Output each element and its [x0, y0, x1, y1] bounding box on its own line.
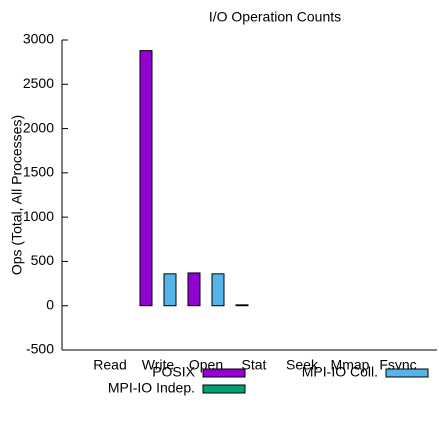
legend-label: POSIX	[152, 364, 195, 380]
y-tick-label: 1000	[23, 208, 54, 224]
legend-label: MPI-IO Coll.	[302, 364, 378, 380]
y-tick-label: 500	[31, 252, 55, 268]
chart-title: I/O Operation Counts	[209, 9, 341, 25]
y-tick-label: 2500	[23, 75, 54, 91]
y-tick-label: 0	[46, 296, 54, 312]
bar	[235, 304, 249, 307]
legend-swatch	[202, 368, 246, 378]
x-tick-label: Stat	[242, 357, 267, 373]
y-tick-label: 1500	[23, 164, 54, 180]
x-tick-label: Read	[93, 357, 126, 373]
bar	[187, 272, 201, 307]
y-axis-label: Ops (Total, All Processes)	[9, 115, 25, 275]
bar	[163, 273, 177, 307]
legend-swatch	[202, 384, 246, 394]
bar	[139, 50, 153, 307]
legend-label: MPI-IO Indep.	[108, 380, 195, 396]
y-tick-label: 2000	[23, 119, 54, 135]
bar	[211, 273, 225, 307]
x-tick-label: Mmap	[331, 357, 370, 373]
x-tick-label: Write	[142, 357, 175, 373]
x-tick-label: Seek	[286, 357, 319, 373]
y-tick-label: -500	[26, 341, 54, 357]
legend-swatch	[385, 368, 429, 378]
y-tick-label: 3000	[23, 31, 54, 47]
